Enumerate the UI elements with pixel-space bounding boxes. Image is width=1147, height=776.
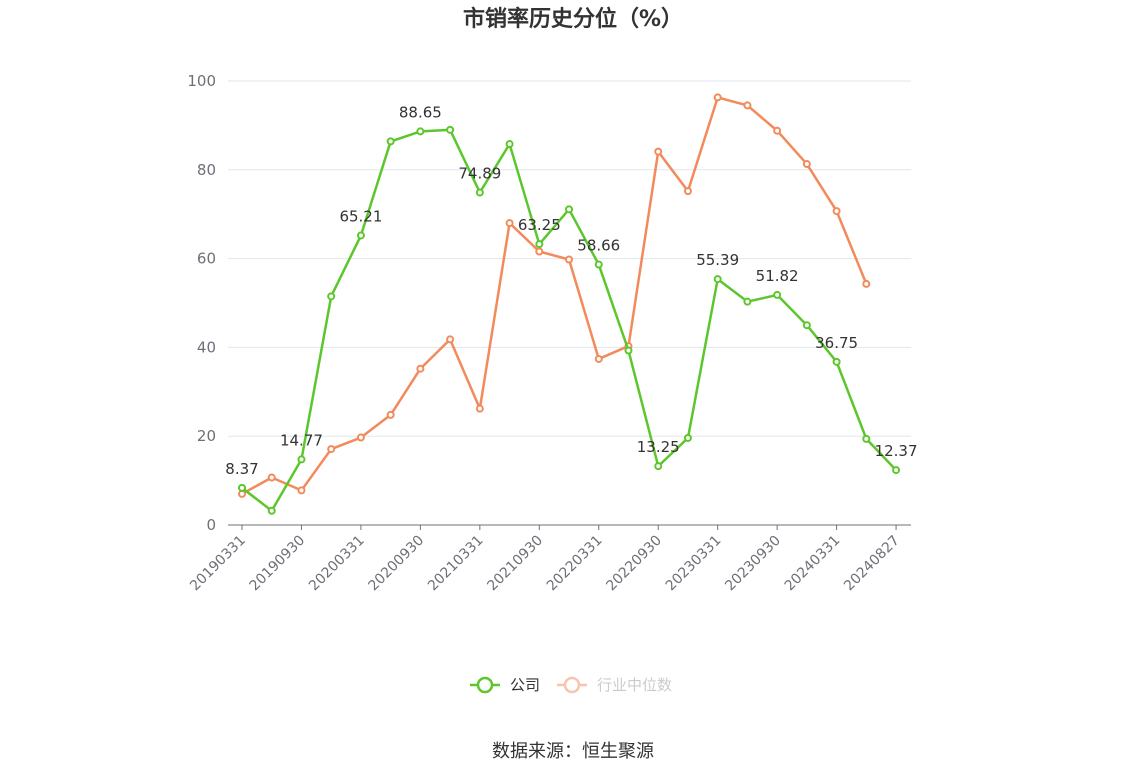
data-point[interactable] bbox=[386, 137, 395, 146]
data-label: 12.37 bbox=[875, 442, 918, 460]
data-point[interactable] bbox=[683, 433, 692, 442]
x-tick-label: 20200930 bbox=[366, 533, 428, 595]
data-point[interactable] bbox=[654, 147, 663, 156]
data-point[interactable] bbox=[416, 127, 425, 136]
legend-marker bbox=[476, 676, 494, 694]
legend-label: 行业中位数 bbox=[597, 676, 672, 694]
data-point[interactable] bbox=[356, 231, 365, 240]
x-tick-label: 20240827 bbox=[841, 533, 903, 595]
data-point[interactable] bbox=[654, 462, 663, 471]
data-point[interactable] bbox=[386, 410, 395, 419]
data-point[interactable] bbox=[267, 506, 276, 515]
data-point[interactable] bbox=[743, 101, 752, 110]
y-axis: 0 20 40 60 80 100 bbox=[187, 72, 216, 534]
data-point[interactable] bbox=[773, 126, 782, 135]
data-point[interactable] bbox=[713, 93, 722, 102]
data-label: 14.77 bbox=[280, 431, 323, 449]
data-point[interactable] bbox=[802, 321, 811, 330]
y-tick-label: 40 bbox=[197, 338, 216, 356]
source-note: 数据来源：恒生聚源 bbox=[492, 741, 654, 762]
data-point[interactable] bbox=[446, 335, 455, 344]
data-point[interactable] bbox=[683, 187, 692, 196]
data-point[interactable] bbox=[624, 346, 633, 355]
data-point[interactable] bbox=[802, 160, 811, 169]
data-label: 65.21 bbox=[339, 207, 382, 225]
data-point[interactable] bbox=[505, 219, 514, 228]
legend-marker bbox=[563, 676, 581, 694]
data-label: 8.37 bbox=[225, 460, 258, 478]
data-point[interactable] bbox=[535, 247, 544, 256]
x-tick-label: 20220930 bbox=[603, 533, 665, 595]
data-point[interactable] bbox=[862, 279, 871, 288]
x-tick-label: 20230930 bbox=[722, 533, 784, 595]
data-label: 51.82 bbox=[756, 267, 799, 285]
data-point[interactable] bbox=[327, 445, 336, 454]
data-point[interactable] bbox=[535, 240, 544, 249]
data-label: 88.65 bbox=[399, 103, 442, 121]
data-point[interactable] bbox=[565, 255, 574, 264]
x-tick-label: 20190331 bbox=[187, 533, 249, 595]
data-point[interactable] bbox=[713, 275, 722, 284]
x-axis: 2019033120190930202003312020093020210331… bbox=[187, 524, 911, 595]
legend[interactable]: 公司 行业中位数 bbox=[470, 676, 672, 694]
series-line-0 bbox=[241, 128, 897, 513]
legend-item-0[interactable]: 公司 bbox=[470, 676, 540, 694]
y-tick-label: 60 bbox=[197, 250, 216, 268]
data-point[interactable] bbox=[505, 140, 514, 149]
data-point[interactable] bbox=[832, 357, 841, 366]
x-tick-label: 20210930 bbox=[484, 533, 546, 595]
data-label: 63.25 bbox=[518, 216, 561, 234]
x-tick-label: 20230331 bbox=[663, 533, 725, 595]
data-point[interactable] bbox=[475, 188, 484, 197]
data-point[interactable] bbox=[832, 207, 841, 216]
data-point[interactable] bbox=[475, 404, 484, 413]
legend-label: 公司 bbox=[510, 676, 540, 694]
y-tick-label: 80 bbox=[197, 161, 216, 179]
data-point[interactable] bbox=[892, 466, 901, 475]
legend-item-1[interactable]: 行业中位数 bbox=[557, 676, 672, 694]
data-labels: 8.37 14.77 65.21 88.65 74.89 63.25 58.66 13.25 5… bbox=[225, 103, 917, 477]
series-line-1 bbox=[241, 96, 868, 496]
chart-title: 市销率历史分位（%） bbox=[463, 6, 683, 32]
data-point[interactable] bbox=[565, 205, 574, 214]
data-point[interactable] bbox=[297, 455, 306, 464]
x-tick-label: 20240331 bbox=[782, 533, 844, 595]
data-point[interactable] bbox=[238, 483, 246, 492]
data-point[interactable] bbox=[594, 354, 603, 363]
x-tick-label: 20200331 bbox=[306, 533, 368, 595]
data-label: 58.66 bbox=[577, 237, 620, 255]
data-label: 36.75 bbox=[815, 334, 858, 352]
data-point[interactable] bbox=[862, 434, 871, 443]
data-label: 55.39 bbox=[696, 251, 739, 269]
series-layer bbox=[238, 93, 901, 515]
x-tick-label: 20220331 bbox=[544, 533, 606, 595]
y-tick-label: 20 bbox=[197, 427, 216, 445]
y-tick-label: 0 bbox=[206, 516, 216, 534]
x-tick-label: 20210331 bbox=[425, 533, 487, 595]
data-label: 13.25 bbox=[637, 438, 680, 456]
data-point[interactable] bbox=[356, 433, 365, 442]
data-point[interactable] bbox=[743, 297, 752, 306]
data-point[interactable] bbox=[297, 486, 306, 495]
y-tick-label: 100 bbox=[187, 72, 216, 90]
data-point[interactable] bbox=[416, 364, 425, 373]
data-label: 74.89 bbox=[458, 164, 501, 182]
data-point[interactable] bbox=[446, 125, 455, 134]
data-point[interactable] bbox=[327, 292, 336, 301]
data-point[interactable] bbox=[594, 260, 603, 269]
x-tick-label: 20190930 bbox=[247, 533, 309, 595]
data-point[interactable] bbox=[267, 473, 276, 482]
data-point[interactable] bbox=[773, 290, 782, 299]
